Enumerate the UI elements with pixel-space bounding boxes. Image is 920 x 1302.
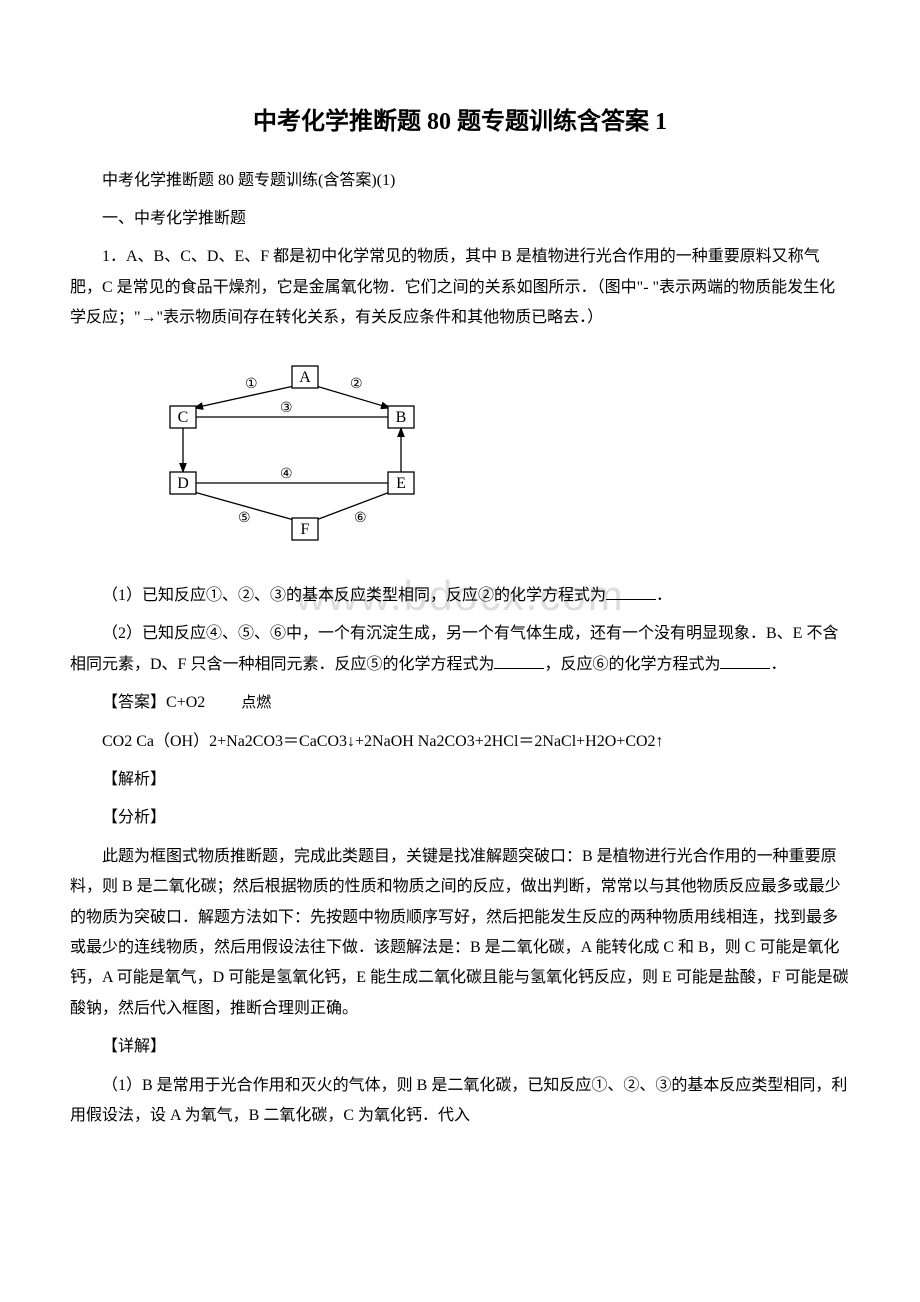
blank-fill bbox=[606, 584, 656, 600]
page-title: 中考化学推断题 80 题专题训练含答案 1 bbox=[70, 100, 850, 146]
subtitle: 中考化学推断题 80 题专题训练(含答案)(1) bbox=[70, 166, 850, 196]
question-1-part1: （1）已知反应①、②、③的基本反应类型相同，反应②的化学方程式为 ． bbox=[70, 581, 850, 611]
answer-lhs: C+O2 bbox=[166, 694, 205, 711]
q1p2-text-c: ． bbox=[770, 656, 786, 673]
q1p1-text: （1）已知反应①、②、③的基本反应类型相同，反应②的化学方程式为 bbox=[102, 587, 606, 604]
answer-line-1: 【答案】C+O2 点燃 bbox=[70, 688, 850, 719]
svg-text:④: ④ bbox=[280, 467, 293, 482]
svg-text:②: ② bbox=[350, 377, 363, 392]
analyze-text: 此题为框图式物质推断题，完成此类题目，关键是找准解题突破口：B 是植物进行光合作… bbox=[70, 842, 850, 1024]
blank-fill bbox=[494, 653, 544, 669]
svg-text:⑥: ⑥ bbox=[354, 511, 367, 526]
svg-text:D: D bbox=[177, 475, 189, 492]
analyze-label: 【分析】 bbox=[70, 803, 850, 833]
combustion-symbol: 点燃 bbox=[209, 688, 271, 718]
q1p1-tail: ． bbox=[656, 587, 672, 604]
svg-text:⑤: ⑤ bbox=[238, 511, 251, 526]
svg-text:B: B bbox=[396, 409, 407, 426]
question-1-part2: （2）已知反应④、⑤、⑥中，一个有沉淀生成，另一个有气体生成，还有一个没有明显现… bbox=[70, 619, 850, 680]
svg-text:E: E bbox=[396, 475, 406, 492]
blank-fill bbox=[720, 653, 770, 669]
relationship-diagram: ① ② ③ ④ ⑤ ⑥ A B C D E F bbox=[150, 352, 850, 563]
combust-text: 点燃 bbox=[241, 695, 271, 711]
svg-text:A: A bbox=[299, 369, 311, 386]
svg-text:C: C bbox=[178, 409, 189, 426]
detail-label: 【详解】 bbox=[70, 1032, 850, 1062]
question-1-intro: 1．A、B、C、D、E、F 都是初中化学常见的物质，其中 B 是植物进行光合作用… bbox=[70, 242, 850, 333]
detail-text: （1）B 是常用于光合作用和灭火的气体，则 B 是二氧化碳，已知反应①、②、③的… bbox=[70, 1071, 850, 1132]
svg-text:①: ① bbox=[245, 377, 258, 392]
section-header: 一、中考化学推断题 bbox=[70, 204, 850, 234]
q1p2-text-b: ，反应⑥的化学方程式为 bbox=[544, 656, 720, 673]
answer-label: 【答案】 bbox=[102, 694, 166, 711]
parse-label: 【解析】 bbox=[70, 765, 850, 795]
answer-line-2: CO2 Ca（OH）2+Na2CO3＝CaCO3↓+2NaOH Na2CO3+2… bbox=[70, 727, 850, 757]
svg-text:F: F bbox=[301, 521, 310, 538]
svg-text:③: ③ bbox=[280, 401, 293, 416]
